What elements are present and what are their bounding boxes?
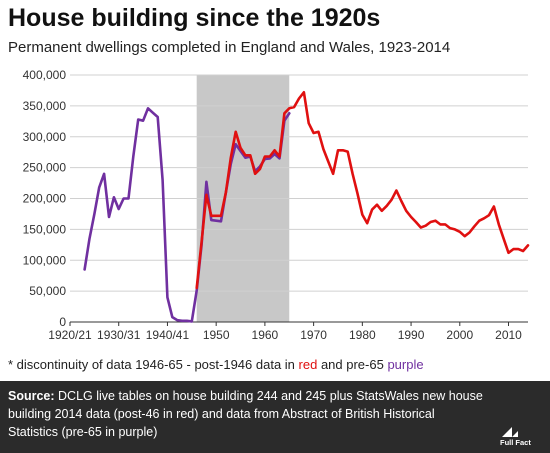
chart-title: House building since the 1920s (8, 4, 381, 32)
y-tick-label: 250,000 (23, 161, 67, 175)
full-fact-logo: Full Fact (500, 427, 531, 447)
x-tick-label: 1980 (349, 328, 376, 342)
source-panel: Source: DCLG live tables on house buildi… (0, 381, 550, 453)
chart-subtitle: Permanent dwellings completed in England… (8, 39, 451, 56)
y-tick-label: 300,000 (23, 130, 67, 144)
x-tick-label: 1970 (300, 328, 327, 342)
footnote: * discontinuity of data 1946-65 - post-1… (8, 357, 424, 372)
y-tick-label: 400,000 (23, 68, 67, 82)
x-tick-label: 1920/21 (48, 328, 92, 342)
x-tick-label: 2010 (495, 328, 522, 342)
source-text: Source: DCLG live tables on house buildi… (8, 387, 483, 441)
x-tick-label: 1960 (252, 328, 279, 342)
x-tick-label: 2000 (446, 328, 473, 342)
footnote-middle: and pre-65 (317, 357, 388, 372)
y-tick-label: 150,000 (23, 222, 67, 236)
y-tick-label: 50,000 (29, 284, 66, 298)
y-tick-label: 100,000 (23, 253, 67, 267)
source-label: Source: (8, 389, 55, 403)
x-tick-label: 1990 (398, 328, 425, 342)
y-tick-label: 200,000 (23, 192, 67, 206)
x-tick-label: 1930/31 (97, 328, 141, 342)
y-tick-label: 0 (59, 315, 66, 329)
line-chart: 0 50,000 100,000 150,000 200,000 250,000 300,0… (23, 68, 530, 342)
y-tick-label: 350,000 (23, 99, 67, 113)
footnote-purple-word: purple (387, 357, 424, 372)
logo-text: Full Fact (500, 438, 531, 447)
footnote-red-word: red (298, 357, 318, 372)
x-tick-label: 1940/41 (146, 328, 190, 342)
source-body: DCLG live tables on house building 244 a… (8, 389, 483, 439)
x-tick-label: 1950 (203, 328, 230, 342)
series-line-post-1946 (195, 90, 530, 290)
footnote-prefix: * discontinuity of data 1946-65 - post-1… (8, 357, 299, 372)
